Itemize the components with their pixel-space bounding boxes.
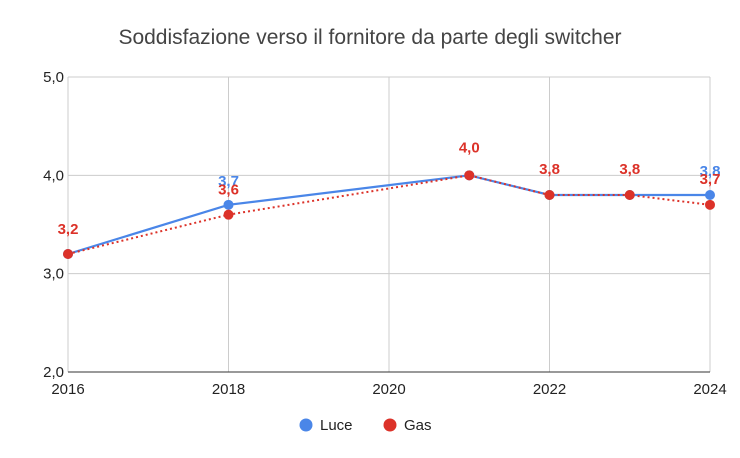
y-tick-label: 3,0: [43, 266, 64, 283]
data-point-gas: [705, 199, 715, 210]
x-tick-label: 2018: [212, 381, 245, 398]
data-point-luce: [705, 190, 715, 200]
legend-marker-gas: [383, 418, 397, 432]
data-label-luce: 3,7: [218, 173, 239, 190]
legend-item-luce: Luce: [299, 417, 353, 434]
legend-label-gas: Gas: [404, 417, 432, 434]
data-labels: 3,73,83,23,64,03,8 3,83,7: [58, 139, 721, 238]
y-tick-label: 5,0: [43, 69, 64, 86]
series: [63, 170, 715, 259]
x-tick-label: 2020: [372, 381, 405, 398]
data-label-gas: 3,8: [539, 161, 560, 178]
chart-title: Soddisfazione verso il fornitore da part…: [118, 26, 622, 49]
legend: Luce Gas: [299, 417, 432, 434]
data-point-gas: [223, 209, 234, 220]
x-tick-label: 2024: [693, 381, 726, 398]
data-label-gas: 3,7: [700, 171, 721, 188]
x-tick-label: 2016: [51, 381, 84, 398]
data-point-luce: [223, 199, 234, 210]
y-tick-label: 2,0: [43, 364, 64, 381]
x-tick-label: 2022: [533, 381, 566, 398]
series-line-gas: [67, 174, 711, 255]
data-label-luce: 3,8: [700, 163, 721, 180]
axes: 2,0 3,0 4,0 5,0 2016 2018 2020 2022 2024: [43, 69, 727, 398]
data-point-gas: [464, 170, 475, 181]
legend-label-luce: Luce: [320, 417, 353, 434]
data-label-gas: 3,6: [218, 182, 239, 199]
y-tick-label: 4,0: [43, 167, 64, 184]
data-point-gas: [63, 249, 73, 259]
data-label-gas: 3,2: [58, 221, 79, 238]
legend-item-gas: Gas: [383, 417, 432, 434]
data-point-gas: [544, 190, 555, 200]
data-label-gas: 4,0: [459, 139, 480, 156]
legend-marker-luce: [299, 418, 313, 432]
data-label-gas: 3,8: [619, 161, 640, 178]
data-point-gas: [624, 190, 635, 200]
